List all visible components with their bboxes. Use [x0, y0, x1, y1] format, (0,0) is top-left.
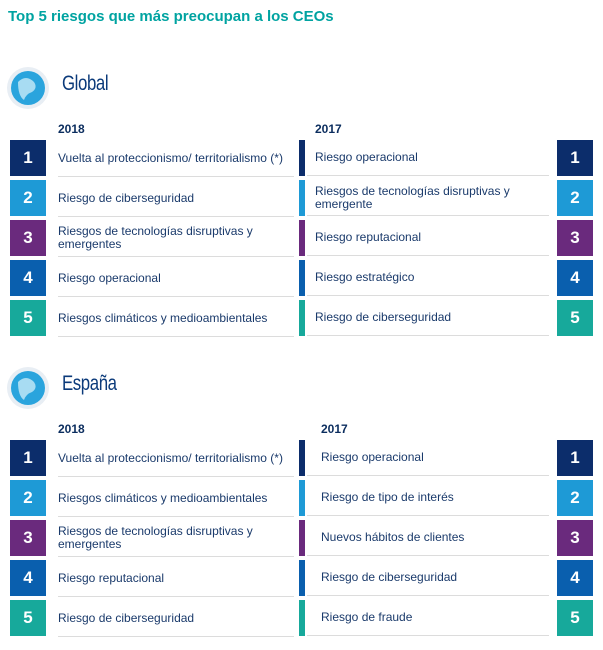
risk-text: Riesgo de fraude [307, 600, 549, 636]
rank-box: 1 [557, 140, 593, 176]
rank-box: 5 [10, 600, 46, 636]
rank-box: 2 [557, 180, 593, 216]
risk-text: Riesgo reputacional [307, 220, 549, 256]
risk-text: Riesgos de tecnologías disruptivas y eme… [58, 520, 294, 557]
rank-box: 2 [10, 480, 46, 516]
rank-box: 2 [10, 180, 46, 216]
rank-box: 5 [10, 300, 46, 336]
rank-box: 4 [10, 560, 46, 596]
section-icon [6, 366, 50, 410]
rank-box: 1 [10, 440, 46, 476]
rank-box: 1 [557, 440, 593, 476]
risk-text: Riesgo de ciberseguridad [58, 180, 294, 217]
title: Top 5 riesgos que más preocupan a los CE… [8, 8, 334, 25]
rank-bar [299, 220, 305, 256]
rank-bar [299, 520, 305, 556]
risk-text: Riesgo de ciberseguridad [58, 600, 294, 637]
rank-bar [299, 600, 305, 636]
rank-box: 3 [557, 520, 593, 556]
section-name: Global [62, 72, 109, 95]
risk-text: Riesgo de tipo de interés [307, 480, 549, 516]
year-label: 2018 [58, 122, 85, 136]
rank-box: 5 [557, 600, 593, 636]
year-label: 2017 [315, 122, 342, 136]
risk-text: Riesgo reputacional [58, 560, 294, 597]
rank-box: 1 [10, 140, 46, 176]
rank-bar [299, 440, 305, 476]
section-name: España [62, 372, 117, 395]
risk-text: Riesgo de ciberseguridad [307, 560, 549, 596]
rank-box: 3 [10, 220, 46, 256]
year-label: 2018 [58, 422, 85, 436]
rank-bar [299, 300, 305, 336]
rank-bar [299, 140, 305, 176]
risk-text: Riesgo operacional [58, 260, 294, 297]
risk-text: Riesgos climáticos y medioambientales [58, 480, 294, 517]
section-icon [6, 66, 50, 110]
year-label: 2017 [321, 422, 348, 436]
risk-text: Vuelta al proteccionismo/ territorialism… [58, 140, 294, 177]
rank-box: 4 [557, 560, 593, 596]
rank-box: 4 [557, 260, 593, 296]
risk-text: Riesgos de tecnologías disruptivas y eme… [58, 220, 294, 257]
rank-bar [299, 480, 305, 516]
rank-bar [299, 260, 305, 296]
risk-text: Nuevos hábitos de clientes [307, 520, 549, 556]
risk-text: Riesgo operacional [307, 140, 549, 176]
risk-text: Riesgo estratégico [307, 260, 549, 296]
rank-bar [299, 560, 305, 596]
rank-box: 3 [10, 520, 46, 556]
rank-box: 3 [557, 220, 593, 256]
risk-text: Riesgo operacional [307, 440, 549, 476]
risk-text: Vuelta al proteccionismo/ territorialism… [58, 440, 294, 477]
rank-box: 5 [557, 300, 593, 336]
risk-text: Riesgo de ciberseguridad [307, 300, 549, 336]
rank-box: 2 [557, 480, 593, 516]
rank-bar [299, 180, 305, 216]
rank-box: 4 [10, 260, 46, 296]
risk-text: Riesgos climáticos y medioambientales [58, 300, 294, 337]
risk-text: Riesgos de tecnologías disruptivas y eme… [307, 180, 549, 216]
